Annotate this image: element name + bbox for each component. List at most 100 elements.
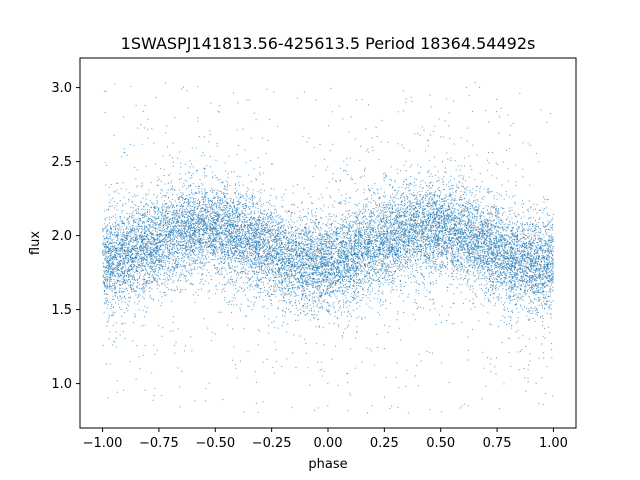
data-point (365, 252, 367, 254)
data-point (321, 294, 323, 296)
data-point (549, 279, 551, 281)
data-point (446, 264, 448, 266)
data-point (230, 278, 232, 280)
data-point (239, 231, 241, 233)
data-point (171, 300, 173, 302)
data-point (110, 278, 112, 280)
data-point (347, 310, 349, 312)
data-point (164, 213, 166, 215)
data-point (340, 227, 342, 229)
data-point (516, 272, 518, 274)
data-point (223, 299, 225, 301)
data-point (277, 327, 279, 329)
data-point (228, 218, 230, 220)
data-point (545, 298, 547, 300)
data-point (191, 350, 193, 352)
data-point (293, 259, 295, 261)
data-point (206, 230, 208, 232)
data-point (246, 205, 248, 207)
data-point (523, 270, 525, 272)
data-point (189, 198, 191, 200)
data-point (197, 231, 199, 233)
data-point (236, 246, 238, 248)
data-point (120, 238, 122, 240)
data-point (301, 296, 303, 298)
data-point (360, 145, 362, 147)
data-point (491, 229, 493, 231)
data-point (140, 124, 142, 126)
data-point (118, 300, 120, 302)
data-point (324, 253, 326, 255)
data-point (284, 278, 286, 280)
data-point (400, 285, 402, 287)
data-point (426, 226, 428, 228)
data-point (531, 288, 533, 290)
data-point (143, 127, 145, 129)
data-point (256, 276, 258, 278)
data-point (545, 267, 547, 269)
data-point (139, 274, 141, 276)
data-point (225, 269, 227, 271)
data-point (391, 219, 393, 221)
data-point (433, 156, 435, 158)
data-point (474, 210, 476, 212)
data-point (408, 257, 410, 259)
data-point (272, 221, 274, 223)
data-point (368, 256, 370, 258)
data-point (189, 196, 191, 198)
data-point (208, 239, 210, 241)
data-point (457, 223, 459, 225)
data-point (309, 248, 311, 250)
data-point (474, 223, 476, 225)
data-point (243, 411, 245, 413)
data-point (394, 238, 396, 240)
data-point (120, 228, 122, 230)
data-point (127, 228, 129, 230)
data-point (251, 254, 253, 256)
data-point (256, 253, 258, 255)
data-point (510, 124, 512, 126)
data-point (192, 183, 194, 185)
data-point (340, 201, 342, 203)
data-point (105, 293, 107, 295)
data-point (449, 195, 451, 197)
data-point (161, 221, 163, 223)
data-point (132, 236, 134, 238)
data-point (427, 214, 429, 216)
data-point (289, 288, 291, 290)
data-point (293, 251, 295, 253)
data-point (367, 291, 369, 293)
data-point (496, 241, 498, 243)
data-point (342, 246, 344, 248)
data-point (257, 234, 259, 236)
data-point (546, 313, 548, 315)
data-point (108, 218, 110, 220)
data-point (154, 223, 156, 225)
data-point (361, 265, 363, 267)
data-point (137, 228, 139, 230)
data-point (177, 248, 179, 250)
data-point (198, 253, 200, 255)
data-point (251, 283, 253, 285)
data-point (482, 351, 484, 353)
data-point (172, 259, 174, 261)
data-point (192, 201, 194, 203)
data-point (296, 229, 298, 231)
data-point (349, 273, 351, 275)
data-point (274, 341, 276, 343)
data-point (206, 238, 208, 240)
data-point (322, 223, 324, 225)
data-point (149, 272, 151, 274)
data-point (525, 282, 527, 284)
data-point (480, 241, 482, 243)
data-point (291, 284, 293, 286)
data-point (412, 205, 414, 207)
data-point (472, 110, 474, 112)
data-point (292, 244, 294, 246)
data-point (356, 282, 358, 284)
data-point (432, 194, 434, 196)
data-point (543, 265, 545, 267)
data-point (195, 248, 197, 250)
data-point (331, 283, 333, 285)
